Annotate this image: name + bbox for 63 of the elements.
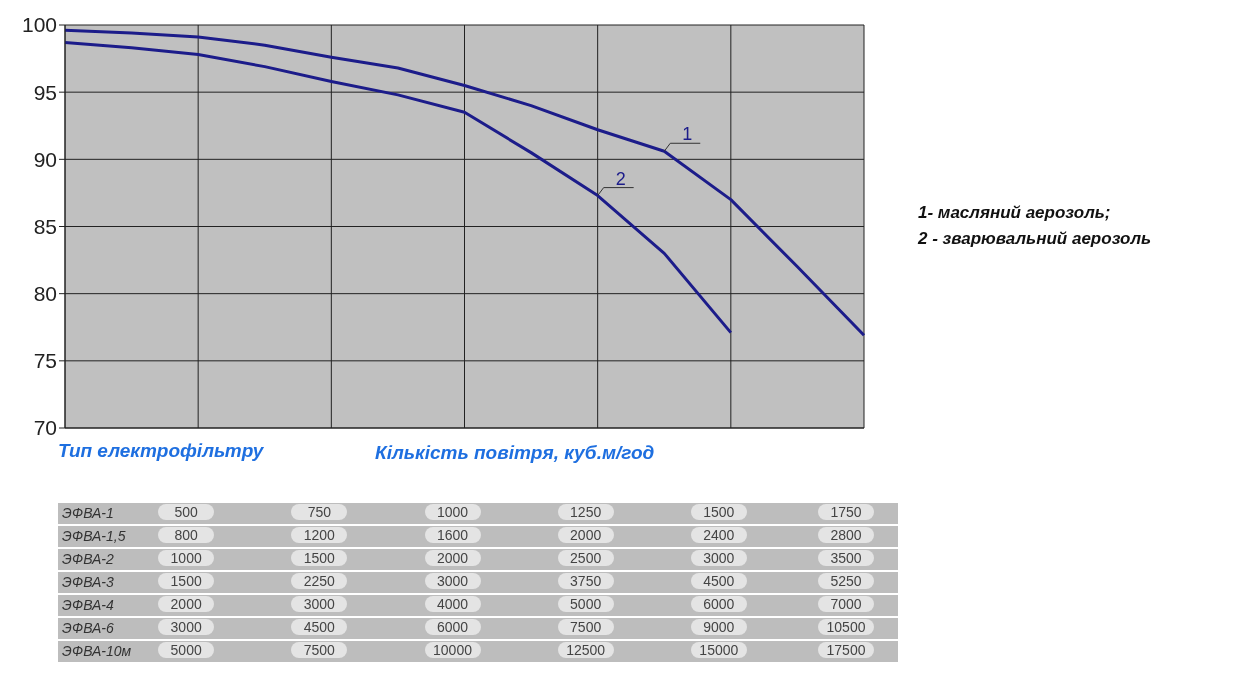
text: 3000 xyxy=(424,573,481,589)
text: 1- масляний аерозоль; xyxy=(918,202,1112,224)
text: 2000 xyxy=(424,550,481,566)
text: 12500 xyxy=(557,642,614,658)
series-label: 2 xyxy=(615,168,626,189)
text: 1250 xyxy=(557,504,614,520)
y-tick-label: 100 xyxy=(21,13,57,37)
text: 4500 xyxy=(690,573,747,589)
text: 10500 xyxy=(818,619,874,635)
text: 2000 xyxy=(557,527,614,543)
y-tick-label: 95 xyxy=(33,80,57,104)
text: 2400 xyxy=(690,527,747,543)
text: 5000 xyxy=(158,642,215,658)
text: 3750 xyxy=(557,573,614,589)
line-series xyxy=(63,40,733,335)
text: ЭФВА-2 xyxy=(62,551,114,567)
text: 3000 xyxy=(690,550,747,566)
text: 500 xyxy=(158,504,215,520)
text: 1000 xyxy=(158,550,215,566)
text: 1500 xyxy=(291,550,348,566)
text: ЭФВА-3 xyxy=(62,574,114,590)
text: 4000 xyxy=(424,596,481,612)
text: 7500 xyxy=(557,619,614,635)
text: 1000 xyxy=(424,504,481,520)
text: 6000 xyxy=(424,619,481,635)
text: 1600 xyxy=(424,527,481,543)
text: 2 - зварювальний аерозоль xyxy=(918,228,1152,250)
text: 1500 xyxy=(158,573,215,589)
text: 800 xyxy=(158,527,215,543)
x-axis-title: Кількість повітря, куб.м/год xyxy=(375,442,655,464)
text: 3000 xyxy=(158,619,215,635)
text: 7500 xyxy=(291,642,348,658)
text: 750 xyxy=(291,504,348,520)
y-tick-label: 70 xyxy=(33,416,57,440)
text: 6000 xyxy=(690,596,747,612)
text: ЭФВА-1,5 xyxy=(62,528,126,544)
text: ЭФВА-4 xyxy=(62,597,114,613)
text: 5250 xyxy=(818,573,874,589)
text: 1750 xyxy=(818,504,874,520)
y-tick-label: 85 xyxy=(33,214,57,238)
y-tick-label: 75 xyxy=(33,349,57,373)
text: 15000 xyxy=(690,642,747,658)
text: 4500 xyxy=(291,619,348,635)
text: ЭФВА-10м xyxy=(62,643,132,659)
text: ЭФВА-1 xyxy=(62,505,114,521)
text: 17500 xyxy=(818,642,874,658)
text: 2000 xyxy=(158,596,215,612)
text: ЭФВА-6 xyxy=(62,620,114,636)
text: 1200 xyxy=(291,527,348,543)
y-tick-label: 90 xyxy=(33,147,57,171)
text: 2500 xyxy=(557,550,614,566)
text: 5000 xyxy=(557,596,614,612)
text: 3500 xyxy=(818,550,874,566)
series-label: 1 xyxy=(682,124,693,145)
text: Тип електрофільтру xyxy=(58,440,264,462)
text: 10000 xyxy=(424,642,481,658)
text: 3000 xyxy=(291,596,348,612)
text: 1500 xyxy=(690,504,747,520)
text: 9000 xyxy=(690,619,747,635)
text: 2800 xyxy=(818,527,874,543)
text: 2250 xyxy=(291,573,348,589)
y-tick-label: 80 xyxy=(33,282,57,306)
text: 7000 xyxy=(818,596,874,612)
